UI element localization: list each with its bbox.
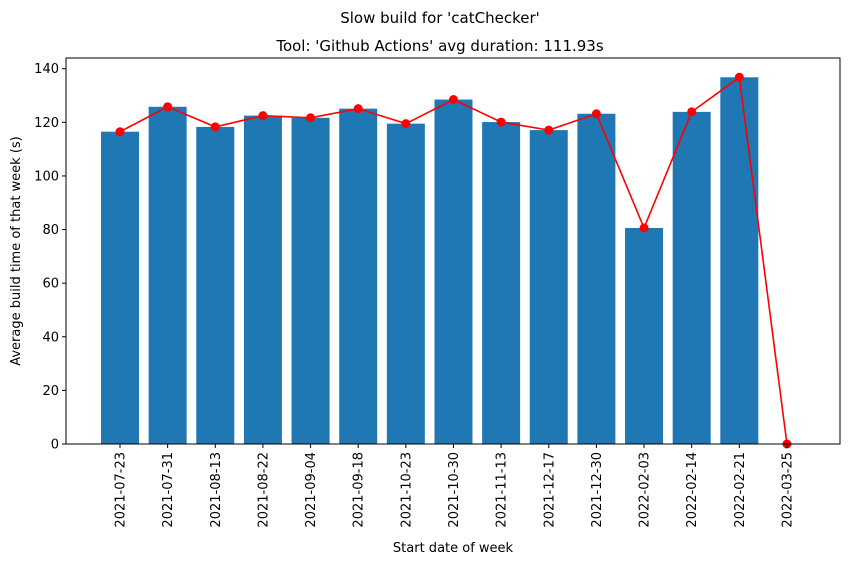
bar-series [101,77,759,445]
y-tick-label: 40 [42,330,59,345]
chart-title: Slow build for 'catChecker' [340,9,540,27]
bar [291,117,330,444]
x-tick-label: 2021-10-30 [447,452,462,528]
bar [577,113,616,444]
x-tick-label: 2021-07-23 [114,452,129,528]
x-tick-label: 2022-02-14 [685,452,700,528]
bar [434,99,473,444]
bar [625,227,664,444]
y-tick-label: 100 [34,169,59,184]
line-point [163,102,173,112]
bar [196,126,235,445]
x-axis: 2021-07-23 2021-07-31 2021-08-13 2021-08-22… [114,444,795,528]
bar [482,122,521,444]
y-axis: 0 20 40 60 80 100 120 140 [34,62,66,453]
x-tick-label: 2021-08-13 [209,452,224,528]
x-tick-label: 2021-07-31 [161,452,176,528]
chart-subtitle: Tool: 'Github Actions' avg duration: 111… [275,37,604,55]
x-tick-label: 2021-08-22 [256,452,271,528]
line-point [210,122,220,132]
bar [101,131,139,444]
y-tick-label: 120 [34,116,59,131]
line-point [353,104,363,114]
line-point [401,119,411,129]
x-tick-label: 2021-12-30 [590,452,605,528]
line-point [734,72,744,82]
y-tick-label: 0 [51,438,59,453]
x-tick-label: 2022-02-21 [733,452,748,528]
bar [148,106,187,445]
line-point [258,111,268,121]
bar [339,108,378,444]
x-tick-label: 2021-12-17 [542,452,557,528]
line-point [687,107,697,117]
line-point [639,223,649,233]
x-axis-label: Start date of week [393,541,514,556]
x-tick-label: 2021-09-04 [304,452,319,528]
line-point [591,109,601,119]
y-tick-label: 140 [34,62,59,77]
y-tick-label: 80 [42,223,59,238]
y-axis-label: Average build time of that week (s) [9,136,24,366]
bar [720,77,759,445]
plot-frame [65,57,841,445]
y-tick-label: 60 [42,277,59,292]
x-tick-label: 2022-03-25 [780,452,795,528]
bar [672,111,711,445]
line-point [306,113,316,123]
x-tick-label: 2021-11-13 [495,452,510,528]
x-tick-label: 2021-09-18 [352,452,367,528]
bar [243,115,282,444]
line-point [544,125,554,135]
x-tick-label: 2022-02-03 [638,452,653,528]
y-tick-label: 20 [42,384,59,399]
line-point [448,95,458,105]
line-point [115,127,125,137]
line-point [496,117,506,127]
bar [386,123,425,444]
bar [529,130,568,445]
x-tick-label: 2021-10-23 [399,452,414,528]
